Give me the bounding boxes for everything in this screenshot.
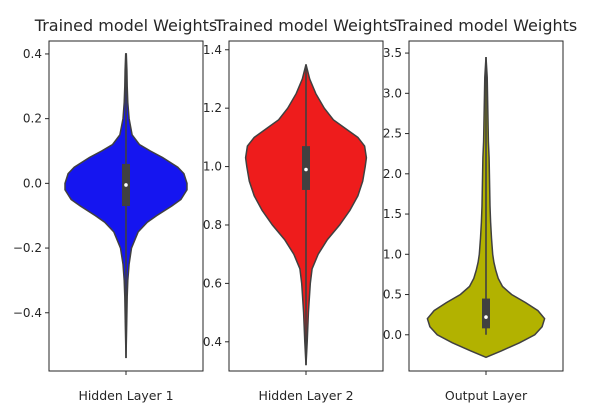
chart-title: Trained model Weights: [34, 16, 217, 35]
y-tick-label: 0.4: [203, 335, 222, 349]
y-tick-label: 2.5: [383, 127, 402, 141]
y-tick-label: 1.0: [203, 160, 222, 174]
median-marker: [124, 183, 128, 187]
y-tick-label: 0.8: [203, 218, 222, 232]
x-category-label: Hidden Layer 1: [78, 388, 173, 403]
y-tick-label: 0.4: [23, 47, 42, 61]
iqr-box: [482, 298, 490, 329]
chart-title: Trained model Weights: [214, 16, 397, 35]
median-marker: [304, 167, 308, 172]
panel-hidden-layer-1: 0.40.20.0−0.2−0.4 Trained model Weights …: [13, 16, 217, 403]
y-tick-label: −0.4: [13, 306, 42, 320]
y-tick-label: 1.4: [203, 43, 222, 57]
x-category-label: Output Layer: [445, 388, 528, 403]
y-tick-label: 0.0: [23, 176, 42, 190]
chart-title: Trained model Weights: [394, 16, 577, 35]
y-tick-label: −0.2: [13, 241, 42, 255]
median-marker: [484, 315, 488, 319]
y-tick-label: 0.6: [203, 276, 222, 290]
violin-layer: [244, 64, 368, 366]
panel-output-layer: 3.5 3.0 2.5 2.0 1.5 1.0 0.5 0.0 Trained model W…: [383, 16, 577, 403]
y-tick-label: 0.0: [383, 328, 402, 342]
violin-layer: [64, 53, 188, 359]
violin-layer: [426, 57, 546, 359]
y-tick-label: 0.2: [23, 112, 42, 126]
y-tick-label: 2.0: [383, 167, 402, 181]
y-tick-label: 1.0: [383, 247, 402, 261]
y-tick-label: 0.5: [383, 288, 402, 302]
panel-hidden-layer-2: 1.4 1.2 1.0 0.8 0.6 0.4 Trained model Weights…: [203, 16, 397, 403]
x-category-label: Hidden Layer 2: [258, 388, 353, 403]
y-tick-label: 1.5: [383, 207, 402, 221]
y-axis: 0.4 0.2 0.0 −0.2 −0.4: [13, 47, 127, 375]
y-tick-label: 1.2: [203, 101, 222, 115]
y-tick-label: 3.5: [383, 46, 402, 60]
y-tick-label: 3.0: [383, 86, 402, 100]
y-axis: 1.4 1.2 1.0 0.8 0.6 0.4: [203, 43, 307, 375]
y-axis: 3.5 3.0 2.5 2.0 1.5 1.0 0.5 0.0: [383, 46, 487, 375]
